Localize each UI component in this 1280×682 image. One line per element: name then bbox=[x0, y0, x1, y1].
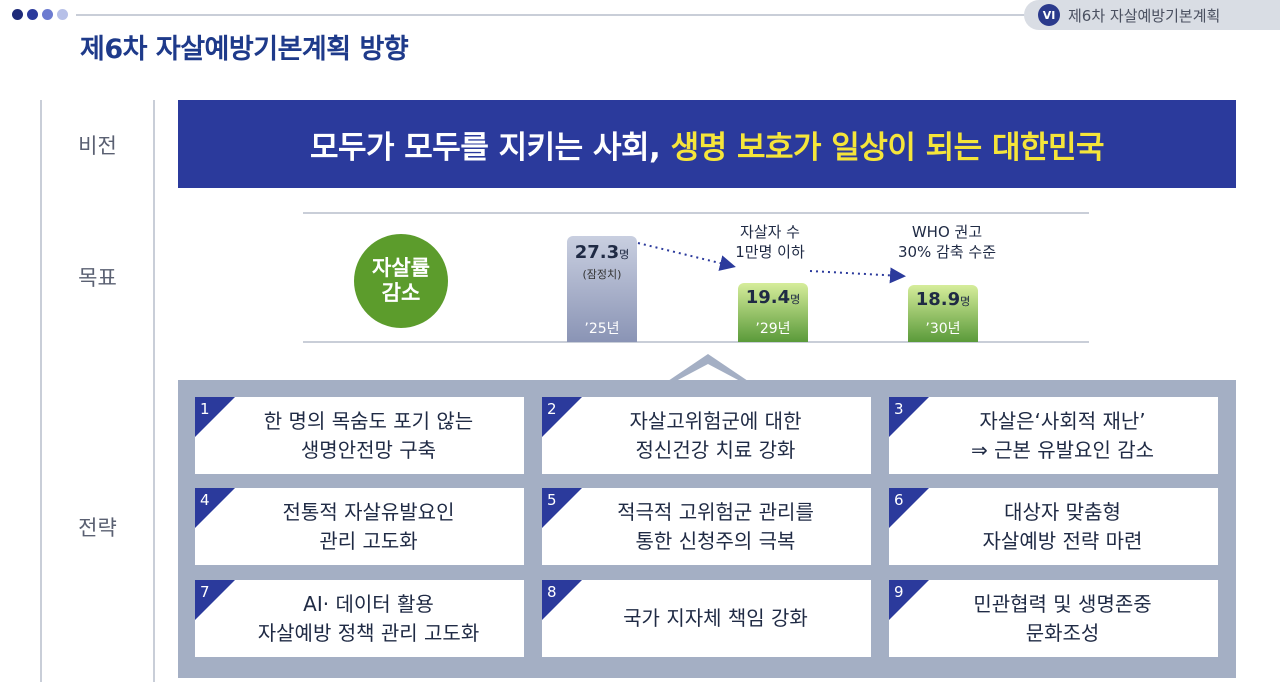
vision-text-highlight: 생명 보호가 일상이 되는 대한민국 bbox=[670, 129, 1105, 166]
goal-bar-note-0: (잠정치) bbox=[582, 268, 622, 281]
goal-bar-year-1: ’29년 bbox=[755, 321, 791, 337]
strategy-card-2: 2 자살고위험군에 대한 정신건강 치료 강화 bbox=[542, 397, 871, 474]
chapter-tag: VI 제6차 자살예방기본계획 bbox=[1024, 0, 1280, 30]
goal-bar-year-0: ’25년 bbox=[584, 321, 620, 337]
goal-bar-unit-0: 명 bbox=[619, 248, 630, 261]
goal-bar-2: 18.9명 ’30년 bbox=[908, 285, 978, 342]
strategy-card-8: 8 국가 지자체 책임 강화 bbox=[542, 580, 871, 657]
label-divider bbox=[153, 100, 155, 682]
strategy-text: 국가 지자체 책임 강화 bbox=[623, 606, 808, 630]
strategy-card-3: 3 자살은‘사회적 재난’ ⇒ 근본 유발요인 감소 bbox=[889, 397, 1218, 474]
dot-4 bbox=[57, 9, 68, 20]
strategy-corner-marker bbox=[889, 488, 929, 528]
annotation-2030: WHO 권고 30% 감축 수준 bbox=[872, 222, 1022, 263]
vision-banner: 모두가 모두를 지키는 사회, 생명 보호가 일상이 되는 대한민국 bbox=[178, 100, 1236, 188]
strategy-number: 4 bbox=[200, 491, 210, 509]
strategy-text: 민관협력 및 생명존중 문화조성 bbox=[973, 591, 1152, 645]
annotation-2029-line2: 1만명 이하 bbox=[735, 243, 805, 262]
goal-bar-number-0: 27.3 bbox=[574, 242, 620, 263]
strategy-corner-marker bbox=[542, 397, 582, 437]
strategy-number: 7 bbox=[200, 583, 210, 601]
chapter-badge: VI bbox=[1038, 4, 1060, 26]
strategy-text: 한 명의 목숨도 포기 않는 생명안전망 구축 bbox=[263, 408, 474, 462]
strategy-text: 대상자 맞춤형 자살예방 전략 마련 bbox=[982, 499, 1143, 553]
strategy-card-6: 6 대상자 맞춤형 자살예방 전략 마련 bbox=[889, 488, 1218, 565]
goal-top-line bbox=[303, 212, 1089, 214]
goal-circle-line2: 감소 bbox=[381, 281, 421, 305]
strategy-corner-marker bbox=[889, 397, 929, 437]
strategy-number: 3 bbox=[894, 400, 904, 418]
strategy-corner-marker bbox=[195, 397, 235, 437]
strategy-corner-marker bbox=[542, 580, 582, 620]
strategy-text: 전통적 자살유발요인 관리 고도화 bbox=[282, 499, 455, 553]
strategy-corner-marker bbox=[542, 488, 582, 528]
goal-bar-1: 19.4명 ’29년 bbox=[738, 283, 808, 342]
strategy-notch-inner bbox=[676, 364, 740, 381]
strategy-corner-marker bbox=[889, 580, 929, 620]
strategy-card-7: 7 AI· 데이터 활용 자살예방 정책 관리 고도화 bbox=[195, 580, 524, 657]
dot-1 bbox=[12, 9, 23, 20]
strategy-text: 적극적 고위험군 관리를 통한 신청주의 극복 bbox=[617, 499, 814, 553]
vision-text: 모두가 모두를 지키는 사회, 생명 보호가 일상이 되는 대한민국 bbox=[309, 122, 1105, 167]
decorative-dots bbox=[12, 9, 68, 20]
strategy-text: AI· 데이터 활용 자살예방 정책 관리 고도화 bbox=[257, 591, 480, 645]
strategy-number: 8 bbox=[547, 583, 557, 601]
strategy-card-5: 5 적극적 고위험군 관리를 통한 신청주의 극복 bbox=[542, 488, 871, 565]
strategy-card-1: 1 한 명의 목숨도 포기 않는 생명안전망 구축 bbox=[195, 397, 524, 474]
vision-label: 비전 bbox=[78, 134, 117, 158]
goal-baseline bbox=[303, 341, 1089, 343]
goal-bar-number-1: 19.4 bbox=[745, 287, 791, 308]
strategy-label: 전략 bbox=[78, 516, 117, 540]
strategy-text: 자살은‘사회적 재난’ ⇒ 근본 유발요인 감소 bbox=[970, 408, 1155, 462]
strategy-number: 5 bbox=[547, 491, 557, 509]
dot-2 bbox=[27, 9, 38, 20]
goal-bar-unit-1: 명 bbox=[790, 293, 801, 306]
page-title: 제6차 자살예방기본계획 방향 bbox=[80, 34, 409, 65]
chapter-title: 제6차 자살예방기본계획 bbox=[1068, 6, 1221, 25]
goal-bar-value-1: 19.4명 bbox=[738, 287, 808, 308]
strategy-corner-marker bbox=[195, 580, 235, 620]
strategy-number: 9 bbox=[894, 583, 904, 601]
annotation-2029-line1: 자살자 수 bbox=[740, 223, 800, 241]
strategy-number: 1 bbox=[200, 400, 210, 418]
goal-label: 목표 bbox=[78, 266, 117, 290]
strategy-text: 자살고위험군에 대한 정신건강 치료 강화 bbox=[629, 408, 802, 462]
goal-bar-0: 27.3명 (잠정치) ’25년 bbox=[567, 236, 637, 342]
annotation-2030-line2: 30% 감축 수준 bbox=[897, 243, 997, 262]
strategy-number: 2 bbox=[547, 400, 557, 418]
header-divider bbox=[76, 14, 1200, 16]
left-divider bbox=[40, 100, 42, 682]
trend-arrow-2 bbox=[809, 267, 906, 284]
vision-text-plain: 모두가 모두를 지키는 사회, bbox=[309, 129, 671, 166]
annotation-2030-line1: WHO 권고 bbox=[911, 223, 983, 241]
dot-3 bbox=[42, 9, 53, 20]
goal-bar-value-2: 18.9명 bbox=[908, 289, 978, 310]
goal-bar-value-0: 27.3명 bbox=[567, 242, 637, 263]
annotation-2029: 자살자 수 1만명 이하 bbox=[700, 222, 840, 263]
goal-circle-line1: 자살률 bbox=[372, 255, 430, 280]
strategy-card-4: 4 전통적 자살유발요인 관리 고도화 bbox=[195, 488, 524, 565]
goal-bar-year-2: ’30년 bbox=[925, 321, 961, 337]
strategy-card-9: 9 민관협력 및 생명존중 문화조성 bbox=[889, 580, 1218, 657]
goal-bar-unit-2: 명 bbox=[960, 295, 971, 308]
goal-circle: 자살률 감소 bbox=[354, 234, 448, 328]
strategy-number: 6 bbox=[894, 491, 904, 509]
goal-bar-number-2: 18.9 bbox=[915, 289, 961, 310]
strategy-corner-marker bbox=[195, 488, 235, 528]
